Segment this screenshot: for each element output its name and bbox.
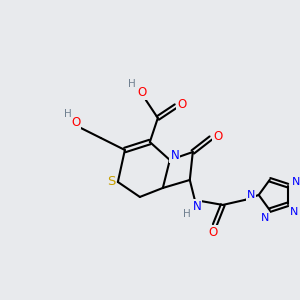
Text: N: N <box>261 213 269 223</box>
Text: N: N <box>192 200 201 213</box>
Text: H: H <box>183 209 191 219</box>
Text: O: O <box>213 130 222 142</box>
Text: O: O <box>137 85 146 99</box>
Text: S: S <box>107 176 115 188</box>
Text: O: O <box>177 98 186 110</box>
Text: N: N <box>170 149 179 163</box>
Text: N: N <box>247 190 255 200</box>
Text: H: H <box>128 79 136 89</box>
Text: H: H <box>64 109 72 119</box>
Text: O: O <box>71 116 80 128</box>
Text: N: N <box>291 177 300 187</box>
Text: N: N <box>290 207 298 217</box>
Text: O: O <box>208 226 218 239</box>
